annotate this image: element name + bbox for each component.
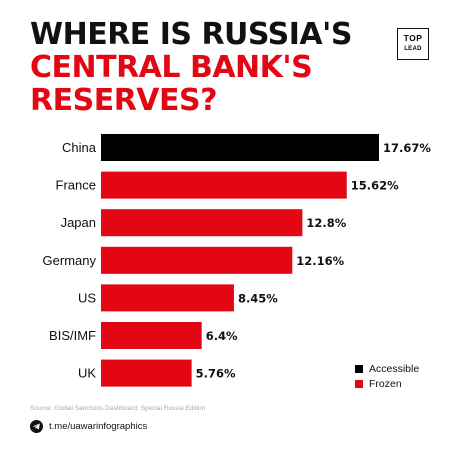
legend-label-frozen: Frozen (369, 377, 402, 390)
telegram-icon (30, 420, 43, 433)
legend-item-accessible: Accessible (355, 361, 419, 376)
legend-swatch-frozen (355, 379, 363, 388)
value-label: 5.76% (196, 367, 236, 381)
bar-uk (101, 359, 192, 387)
category-label: UK (78, 366, 96, 381)
source-note: Source: Global Sanctions Dashboard: Spec… (30, 405, 206, 412)
category-label: Germany (43, 253, 97, 268)
value-label: 12.16% (296, 254, 344, 268)
value-label: 8.45% (238, 291, 278, 305)
legend-item-frozen: Frozen (355, 376, 419, 391)
bar-bis-imf (101, 322, 202, 349)
footer-link-text[interactable]: t.me/uawarinfographics (49, 421, 148, 432)
brand-logo: TOP LEAD (397, 28, 429, 60)
value-label: 12.8% (306, 216, 346, 230)
bar-china (101, 134, 379, 161)
logo-top-text: TOP (403, 33, 423, 43)
footer-link[interactable]: t.me/uawarinfographics (30, 420, 147, 433)
bar-germany (101, 246, 293, 274)
category-label: China (62, 140, 97, 155)
legend-label-accessible: Accessible (369, 362, 420, 375)
category-label: BIS/IMF (49, 328, 96, 343)
chart-title: WHERE IS RUSSIA'S CENTRAL BANK'S RESERVE… (30, 18, 352, 117)
title-line-3: RESERVES? (30, 83, 218, 118)
category-label: US (78, 290, 96, 305)
category-label: France (56, 178, 96, 193)
legend-swatch-accessible (355, 364, 363, 373)
value-label: 6.4% (206, 329, 238, 343)
category-label: Japan (61, 215, 96, 230)
value-label: 15.62% (351, 179, 399, 193)
value-label: 17.67% (383, 141, 431, 155)
title-line-2: CENTRAL BANK'S (30, 50, 313, 85)
title-line-1: WHERE IS RUSSIA'S (30, 17, 352, 52)
bar-france (101, 171, 347, 199)
bar-japan (101, 209, 303, 237)
logo-bottom-text: LEAD (404, 46, 422, 52)
bar-us (101, 284, 234, 312)
chart-legend: Accessible Frozen (355, 361, 419, 391)
